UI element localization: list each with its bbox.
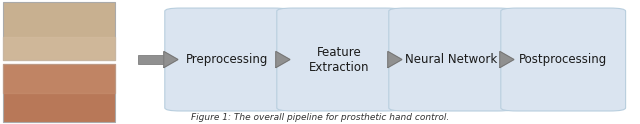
FancyBboxPatch shape — [498, 55, 500, 64]
Polygon shape — [500, 51, 514, 68]
FancyBboxPatch shape — [277, 8, 402, 111]
FancyBboxPatch shape — [164, 8, 289, 111]
Text: Neural Network: Neural Network — [405, 53, 497, 66]
Polygon shape — [164, 51, 178, 68]
Text: Figure 1: The overall pipeline for prosthetic hand control.: Figure 1: The overall pipeline for prost… — [191, 112, 449, 122]
Text: Postprocessing: Postprocessing — [519, 53, 607, 66]
FancyBboxPatch shape — [500, 8, 626, 111]
FancyBboxPatch shape — [386, 55, 388, 64]
Polygon shape — [388, 51, 402, 68]
FancyBboxPatch shape — [3, 64, 115, 122]
FancyBboxPatch shape — [388, 8, 514, 111]
Text: Feature
Extraction: Feature Extraction — [309, 46, 369, 74]
Text: Preprocessing: Preprocessing — [186, 53, 268, 66]
FancyBboxPatch shape — [138, 55, 164, 64]
FancyBboxPatch shape — [3, 2, 115, 60]
Polygon shape — [276, 51, 290, 68]
FancyBboxPatch shape — [274, 55, 276, 64]
